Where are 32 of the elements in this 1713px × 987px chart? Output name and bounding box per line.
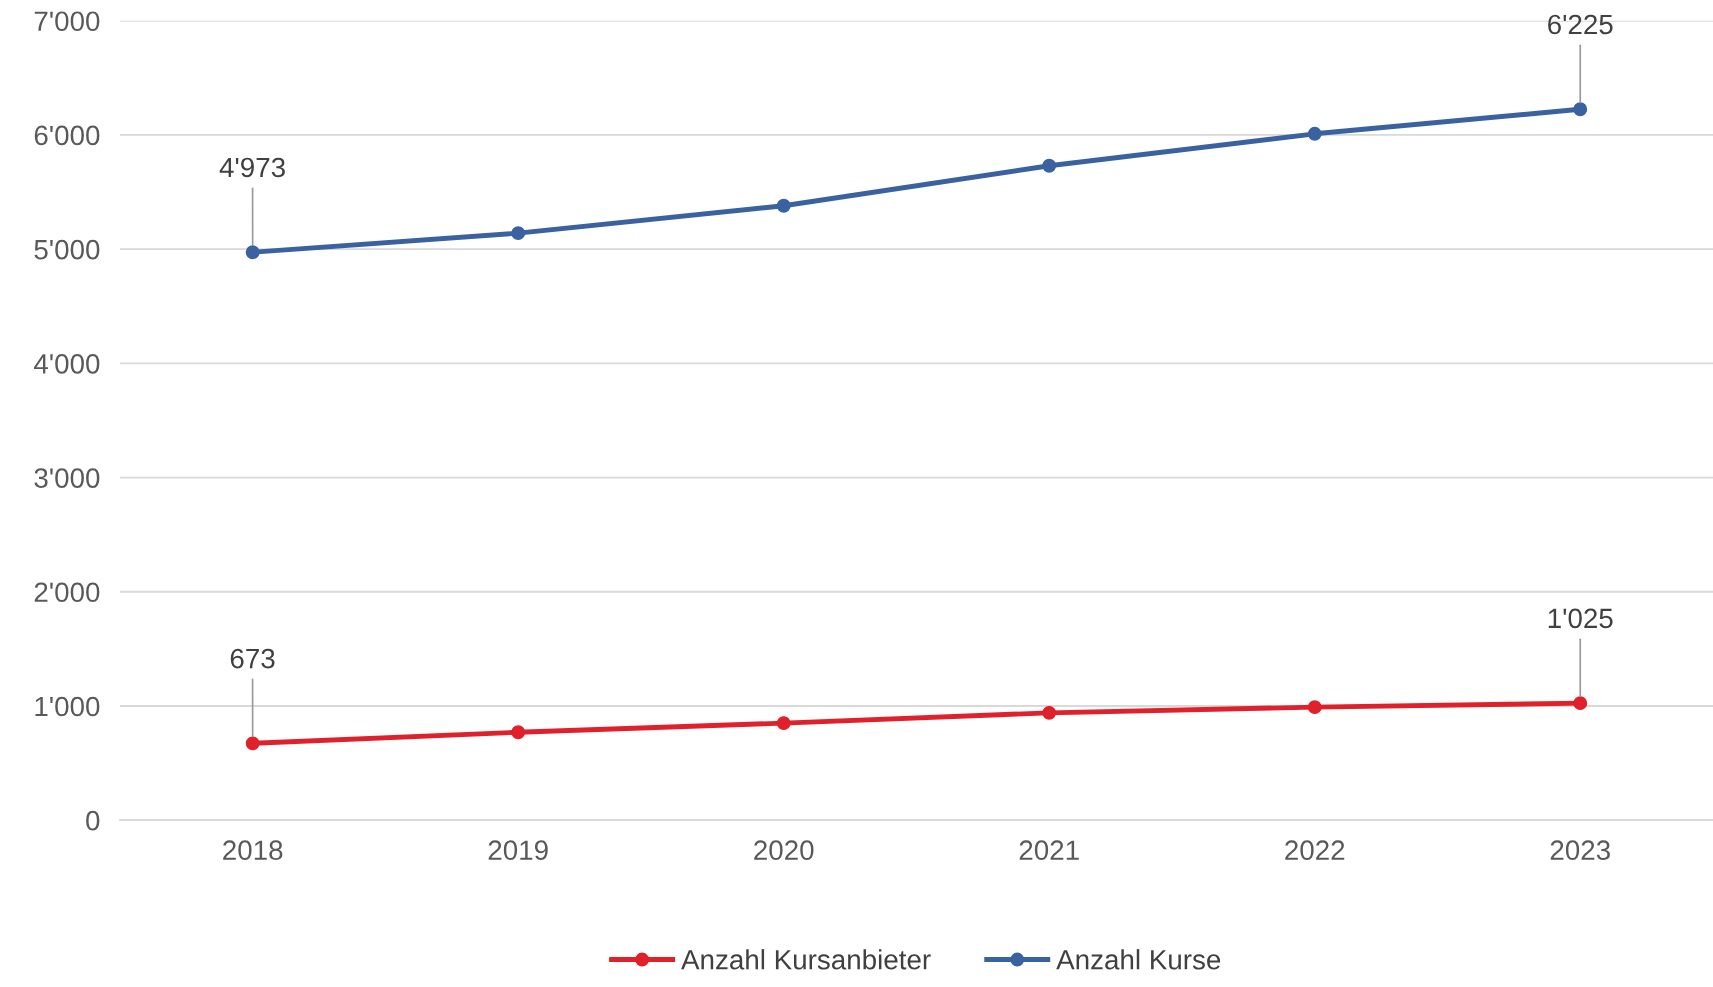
x-tick-label: 2022 <box>1285 840 1345 861</box>
data-label: 1'025 <box>1548 608 1613 629</box>
y-tick-label: 4'000 <box>34 354 100 374</box>
y-tick-label: 1'000 <box>35 696 100 717</box>
point <box>776 198 791 213</box>
data-label: 673 <box>230 648 275 669</box>
y-tick-label: 7'000 <box>34 11 100 32</box>
point <box>245 245 260 260</box>
x-tick-label: 2020 <box>754 840 814 861</box>
y-tick-label: 6'000 <box>34 125 100 146</box>
data-label: 4'973 <box>219 157 285 178</box>
point <box>776 716 791 731</box>
y-tick-label: 5'000 <box>34 239 100 260</box>
legend-label: Anzahl Kursanbieter <box>681 949 931 970</box>
legend-label: Anzahl Kurse <box>1056 949 1221 970</box>
point <box>245 736 260 751</box>
x-tick-label: 2023 <box>1550 840 1610 861</box>
x-tick-label: 2018 <box>223 840 283 861</box>
point <box>511 725 526 740</box>
point <box>1307 126 1322 141</box>
y-tick-label: 3'000 <box>34 468 100 488</box>
x-tick-label: 2021 <box>1019 840 1079 861</box>
y-tick-label: 2'000 <box>34 582 100 603</box>
point <box>511 226 526 241</box>
point <box>1573 102 1588 117</box>
y-tick-label: 0 <box>86 810 100 831</box>
point <box>1307 700 1322 715</box>
point <box>1573 696 1588 711</box>
data-label: 6'225 <box>1548 14 1613 35</box>
x-tick-label: 2019 <box>488 840 548 861</box>
point <box>1042 705 1057 720</box>
point <box>1042 158 1057 173</box>
